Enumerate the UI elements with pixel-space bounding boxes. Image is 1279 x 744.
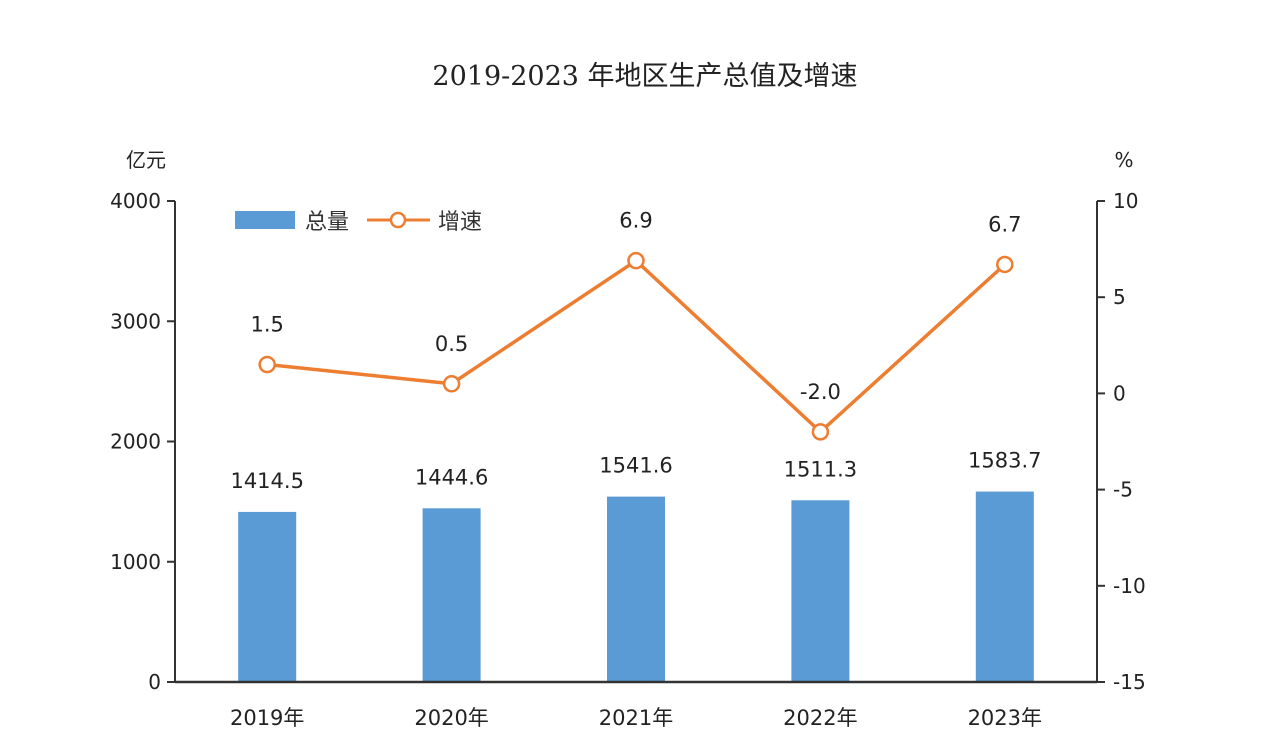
right-tick-label: -10 [1113, 574, 1146, 598]
left-axis-unit: 亿元 [126, 148, 166, 172]
right-tick-label: 0 [1113, 381, 1126, 405]
left-y-axis: 0 1000 2000 3000 4000 [110, 189, 176, 694]
right-tick-label: -5 [1113, 478, 1133, 502]
growth-label-2020年: 0.5 [435, 332, 468, 356]
left-tick-label: 2000 [110, 430, 161, 454]
bar-label-2021年: 1541.6 [599, 454, 672, 478]
line-series [258, 251, 1014, 441]
bar-label-2023年: 1583.7 [968, 449, 1041, 473]
x-tick-label: 2021年 [599, 706, 673, 730]
legend-line-marker [389, 211, 407, 229]
right-tick-label: 10 [1113, 189, 1138, 213]
growth-label-2022年: -2.0 [800, 380, 841, 404]
bar-label-2022年: 1511.3 [784, 457, 857, 481]
growth-marker-2020年 [442, 375, 461, 393]
bar-series [238, 491, 1034, 682]
x-tick-label: 2020年 [414, 706, 488, 730]
bar-2021年 [607, 496, 665, 682]
bar-2020年 [422, 508, 481, 682]
bar-2023年 [975, 491, 1034, 682]
growth-marker-2022年 [811, 423, 830, 441]
left-tick-label: 0 [148, 670, 161, 694]
left-tick-label: 1000 [110, 550, 161, 574]
growth-marker-2019年 [258, 355, 276, 374]
legend-line-label: 增速 [438, 210, 482, 235]
x-tick-label: 2023年 [968, 706, 1042, 730]
left-tick-label: 4000 [110, 189, 161, 213]
right-y-axis: -15 -10 -5 0 5 10 [1096, 189, 1146, 694]
right-axis-unit: % [1114, 148, 1133, 172]
growth-marker-2021年 [627, 251, 645, 270]
bar-label-2019年: 1414.5 [230, 469, 303, 493]
x-axis: 2019年 2020年 2021年 2022年 2023年 [175, 680, 1097, 730]
growth-label-2019年: 1.5 [250, 313, 283, 337]
growth-label-2021年: 6.9 [619, 209, 652, 233]
chart-title: 2019-2023 年地区生产总值及增速 [432, 61, 857, 92]
right-tick-label: 5 [1113, 285, 1126, 309]
growth-line [267, 258, 1006, 434]
right-tick-label: -15 [1113, 670, 1146, 694]
growth-marker-2023年 [996, 255, 1014, 274]
x-tick-label: 2019年 [230, 706, 304, 730]
growth-label-2023年: 6.7 [988, 212, 1021, 236]
bar-label-2020年: 1444.6 [415, 465, 488, 489]
bar-2022年 [791, 500, 850, 682]
bar-2019年 [238, 511, 297, 682]
x-tick-label: 2022年 [783, 706, 857, 730]
bar-data-labels: 1414.5 1444.6 1541.6 1511.3 1583.7 [230, 449, 1041, 493]
legend: 总量 增速 [235, 210, 482, 235]
legend-bar-label: 总量 [305, 210, 349, 235]
line-data-labels: 1.5 0.5 6.9 -2.0 6.7 [250, 209, 1021, 404]
left-tick-label: 3000 [110, 309, 161, 333]
legend-bar-swatch [235, 211, 295, 229]
